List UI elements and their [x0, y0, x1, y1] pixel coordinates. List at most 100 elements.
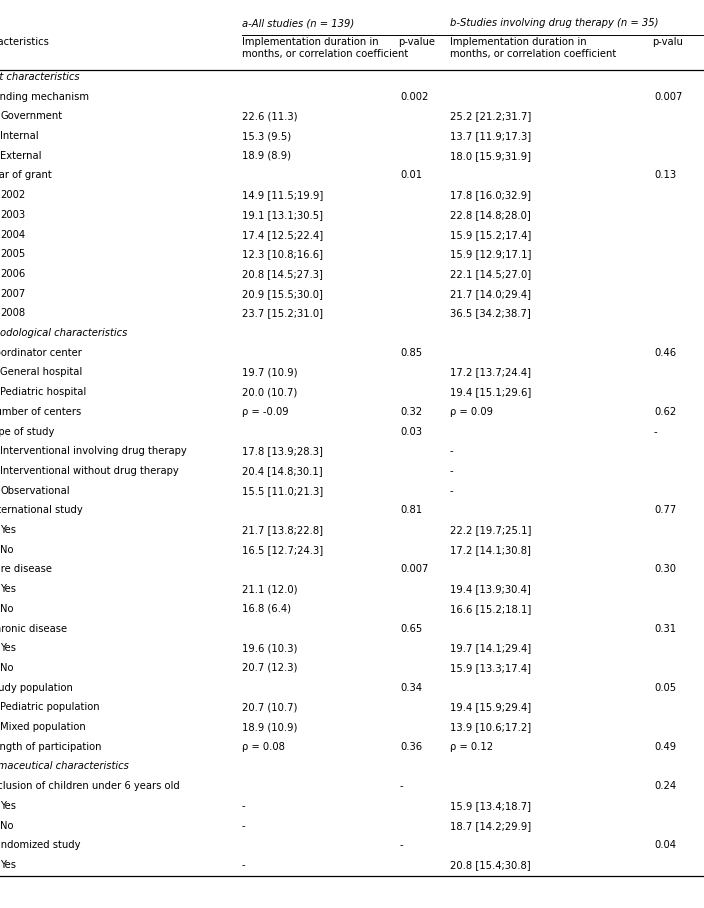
- Text: 0.81: 0.81: [400, 506, 422, 516]
- Text: 0.77: 0.77: [654, 506, 677, 516]
- Text: 19.4 [15.1;29.6]: 19.4 [15.1;29.6]: [450, 387, 532, 397]
- Text: 18.9 (8.9): 18.9 (8.9): [242, 151, 291, 161]
- Text: -: -: [450, 466, 453, 476]
- Text: Yes: Yes: [0, 584, 16, 594]
- Text: 20.9 [15.5;30.0]: 20.9 [15.5;30.0]: [242, 289, 323, 299]
- Text: 0.007: 0.007: [400, 565, 428, 575]
- Text: -: -: [450, 486, 453, 496]
- Text: 19.6 (10.3): 19.6 (10.3): [242, 643, 297, 653]
- Text: Government: Government: [0, 112, 63, 122]
- Text: 2002: 2002: [0, 190, 25, 200]
- Text: 20.0 (10.7): 20.0 (10.7): [242, 387, 297, 397]
- Text: 15.9 [12.9;17.1]: 15.9 [12.9;17.1]: [450, 250, 532, 260]
- Text: 20.8 [14.5;27.3]: 20.8 [14.5;27.3]: [242, 269, 323, 279]
- Text: Interventional involving drug therapy: Interventional involving drug therapy: [0, 447, 187, 457]
- Text: 17.4 [12.5;22.4]: 17.4 [12.5;22.4]: [242, 230, 323, 240]
- Text: 0.65: 0.65: [400, 624, 422, 634]
- Text: No: No: [0, 545, 14, 555]
- Text: -: -: [654, 427, 658, 437]
- Text: -: -: [242, 801, 246, 811]
- Text: Randomized study: Randomized study: [0, 840, 80, 850]
- Text: Yes: Yes: [0, 525, 16, 535]
- Text: 20.7 (12.3): 20.7 (12.3): [242, 663, 297, 673]
- Text: Implementation duration in
months, or correlation coefficient: Implementation duration in months, or co…: [450, 37, 616, 59]
- Text: 0.49: 0.49: [654, 742, 676, 752]
- Text: 19.7 [14.1;29.4]: 19.7 [14.1;29.4]: [450, 643, 531, 653]
- Text: b-Studies involving drug therapy (n = 35): b-Studies involving drug therapy (n = 35…: [450, 18, 658, 28]
- Text: 0.13: 0.13: [654, 171, 676, 181]
- Text: 15.3 (9.5): 15.3 (9.5): [242, 131, 291, 141]
- Text: 25.2 [21.2;31.7]: 25.2 [21.2;31.7]: [450, 112, 532, 122]
- Text: Pharmaceutical characteristics: Pharmaceutical characteristics: [0, 762, 129, 772]
- Text: Yes: Yes: [0, 643, 16, 653]
- Text: 2005: 2005: [0, 250, 25, 260]
- Text: 15.5 [11.0;21.3]: 15.5 [11.0;21.3]: [242, 486, 323, 496]
- Text: 19.1 [13.1;30.5]: 19.1 [13.1;30.5]: [242, 210, 323, 220]
- Text: 0.31: 0.31: [654, 624, 676, 634]
- Text: Length of participation: Length of participation: [0, 742, 101, 752]
- Text: 0.002: 0.002: [400, 92, 428, 102]
- Text: 2003: 2003: [0, 210, 25, 220]
- Text: Type of study: Type of study: [0, 427, 54, 437]
- Text: Year of grant: Year of grant: [0, 171, 51, 181]
- Text: 0.007: 0.007: [654, 92, 682, 102]
- Text: 0.05: 0.05: [654, 683, 676, 693]
- Text: 0.03: 0.03: [400, 427, 422, 437]
- Text: p-valu: p-valu: [652, 37, 683, 47]
- Text: 0.34: 0.34: [400, 683, 422, 693]
- Text: 16.6 [15.2;18.1]: 16.6 [15.2;18.1]: [450, 604, 532, 614]
- Text: 0.36: 0.36: [400, 742, 422, 752]
- Text: 0.46: 0.46: [654, 348, 676, 358]
- Text: 17.2 [14.1;30.8]: 17.2 [14.1;30.8]: [450, 545, 531, 555]
- Text: p-value: p-value: [398, 37, 435, 47]
- Text: 2004: 2004: [0, 230, 25, 240]
- Text: 0.24: 0.24: [654, 781, 676, 791]
- Text: 14.9 [11.5;19.9]: 14.9 [11.5;19.9]: [242, 190, 323, 200]
- Text: Interventional without drug therapy: Interventional without drug therapy: [0, 466, 179, 476]
- Text: Study population: Study population: [0, 683, 73, 693]
- Text: 15.9 [13.4;18.7]: 15.9 [13.4;18.7]: [450, 801, 531, 811]
- Text: No: No: [0, 821, 14, 831]
- Text: Rare disease: Rare disease: [0, 565, 51, 575]
- Text: Grant characteristics: Grant characteristics: [0, 72, 80, 82]
- Text: Coordinator center: Coordinator center: [0, 348, 82, 358]
- Text: 17.2 [13.7;24.4]: 17.2 [13.7;24.4]: [450, 368, 531, 378]
- Text: 22.8 [14.8;28.0]: 22.8 [14.8;28.0]: [450, 210, 531, 220]
- Text: 22.6 (11.3): 22.6 (11.3): [242, 112, 298, 122]
- Text: -: -: [242, 860, 246, 870]
- Text: 20.8 [15.4;30.8]: 20.8 [15.4;30.8]: [450, 860, 531, 870]
- Text: 19.4 [13.9;30.4]: 19.4 [13.9;30.4]: [450, 584, 531, 594]
- Text: 15.9 [13.3;17.4]: 15.9 [13.3;17.4]: [450, 663, 531, 673]
- Text: Characteristics: Characteristics: [0, 37, 50, 47]
- Text: Funding mechanism: Funding mechanism: [0, 92, 89, 102]
- Text: 21.7 [13.8;22.8]: 21.7 [13.8;22.8]: [242, 525, 323, 535]
- Text: 22.2 [19.7;25.1]: 22.2 [19.7;25.1]: [450, 525, 532, 535]
- Text: Methodological characteristics: Methodological characteristics: [0, 328, 127, 338]
- Text: 0.04: 0.04: [654, 840, 676, 850]
- Text: External: External: [0, 151, 42, 161]
- Text: 16.5 [12.7;24.3]: 16.5 [12.7;24.3]: [242, 545, 323, 555]
- Text: Implementation duration in
months, or correlation coefficient: Implementation duration in months, or co…: [242, 37, 408, 59]
- Text: 19.7 (10.9): 19.7 (10.9): [242, 368, 298, 378]
- Text: 20.4 [14.8;30.1]: 20.4 [14.8;30.1]: [242, 466, 322, 476]
- Text: Inclusion of children under 6 years old: Inclusion of children under 6 years old: [0, 781, 180, 791]
- Text: 18.0 [15.9;31.9]: 18.0 [15.9;31.9]: [450, 151, 531, 161]
- Text: Number of centers: Number of centers: [0, 407, 81, 417]
- Text: Mixed population: Mixed population: [0, 722, 86, 732]
- Text: No: No: [0, 604, 14, 614]
- Text: 17.8 [16.0;32.9]: 17.8 [16.0;32.9]: [450, 190, 531, 200]
- Text: International study: International study: [0, 506, 82, 516]
- Text: Chronic disease: Chronic disease: [0, 624, 67, 634]
- Text: Pediatric hospital: Pediatric hospital: [0, 387, 87, 397]
- Text: 18.7 [14.2;29.9]: 18.7 [14.2;29.9]: [450, 821, 531, 831]
- Text: 2007: 2007: [0, 289, 25, 299]
- Text: Internal: Internal: [0, 131, 39, 141]
- Text: Observational: Observational: [0, 486, 70, 496]
- Text: General hospital: General hospital: [0, 368, 82, 378]
- Text: 16.8 (6.4): 16.8 (6.4): [242, 604, 291, 614]
- Text: a-All studies (n = 139): a-All studies (n = 139): [242, 18, 354, 28]
- Text: -: -: [450, 447, 453, 457]
- Text: 13.7 [11.9;17.3]: 13.7 [11.9;17.3]: [450, 131, 531, 141]
- Text: 0.85: 0.85: [400, 348, 422, 358]
- Text: 0.30: 0.30: [654, 565, 676, 575]
